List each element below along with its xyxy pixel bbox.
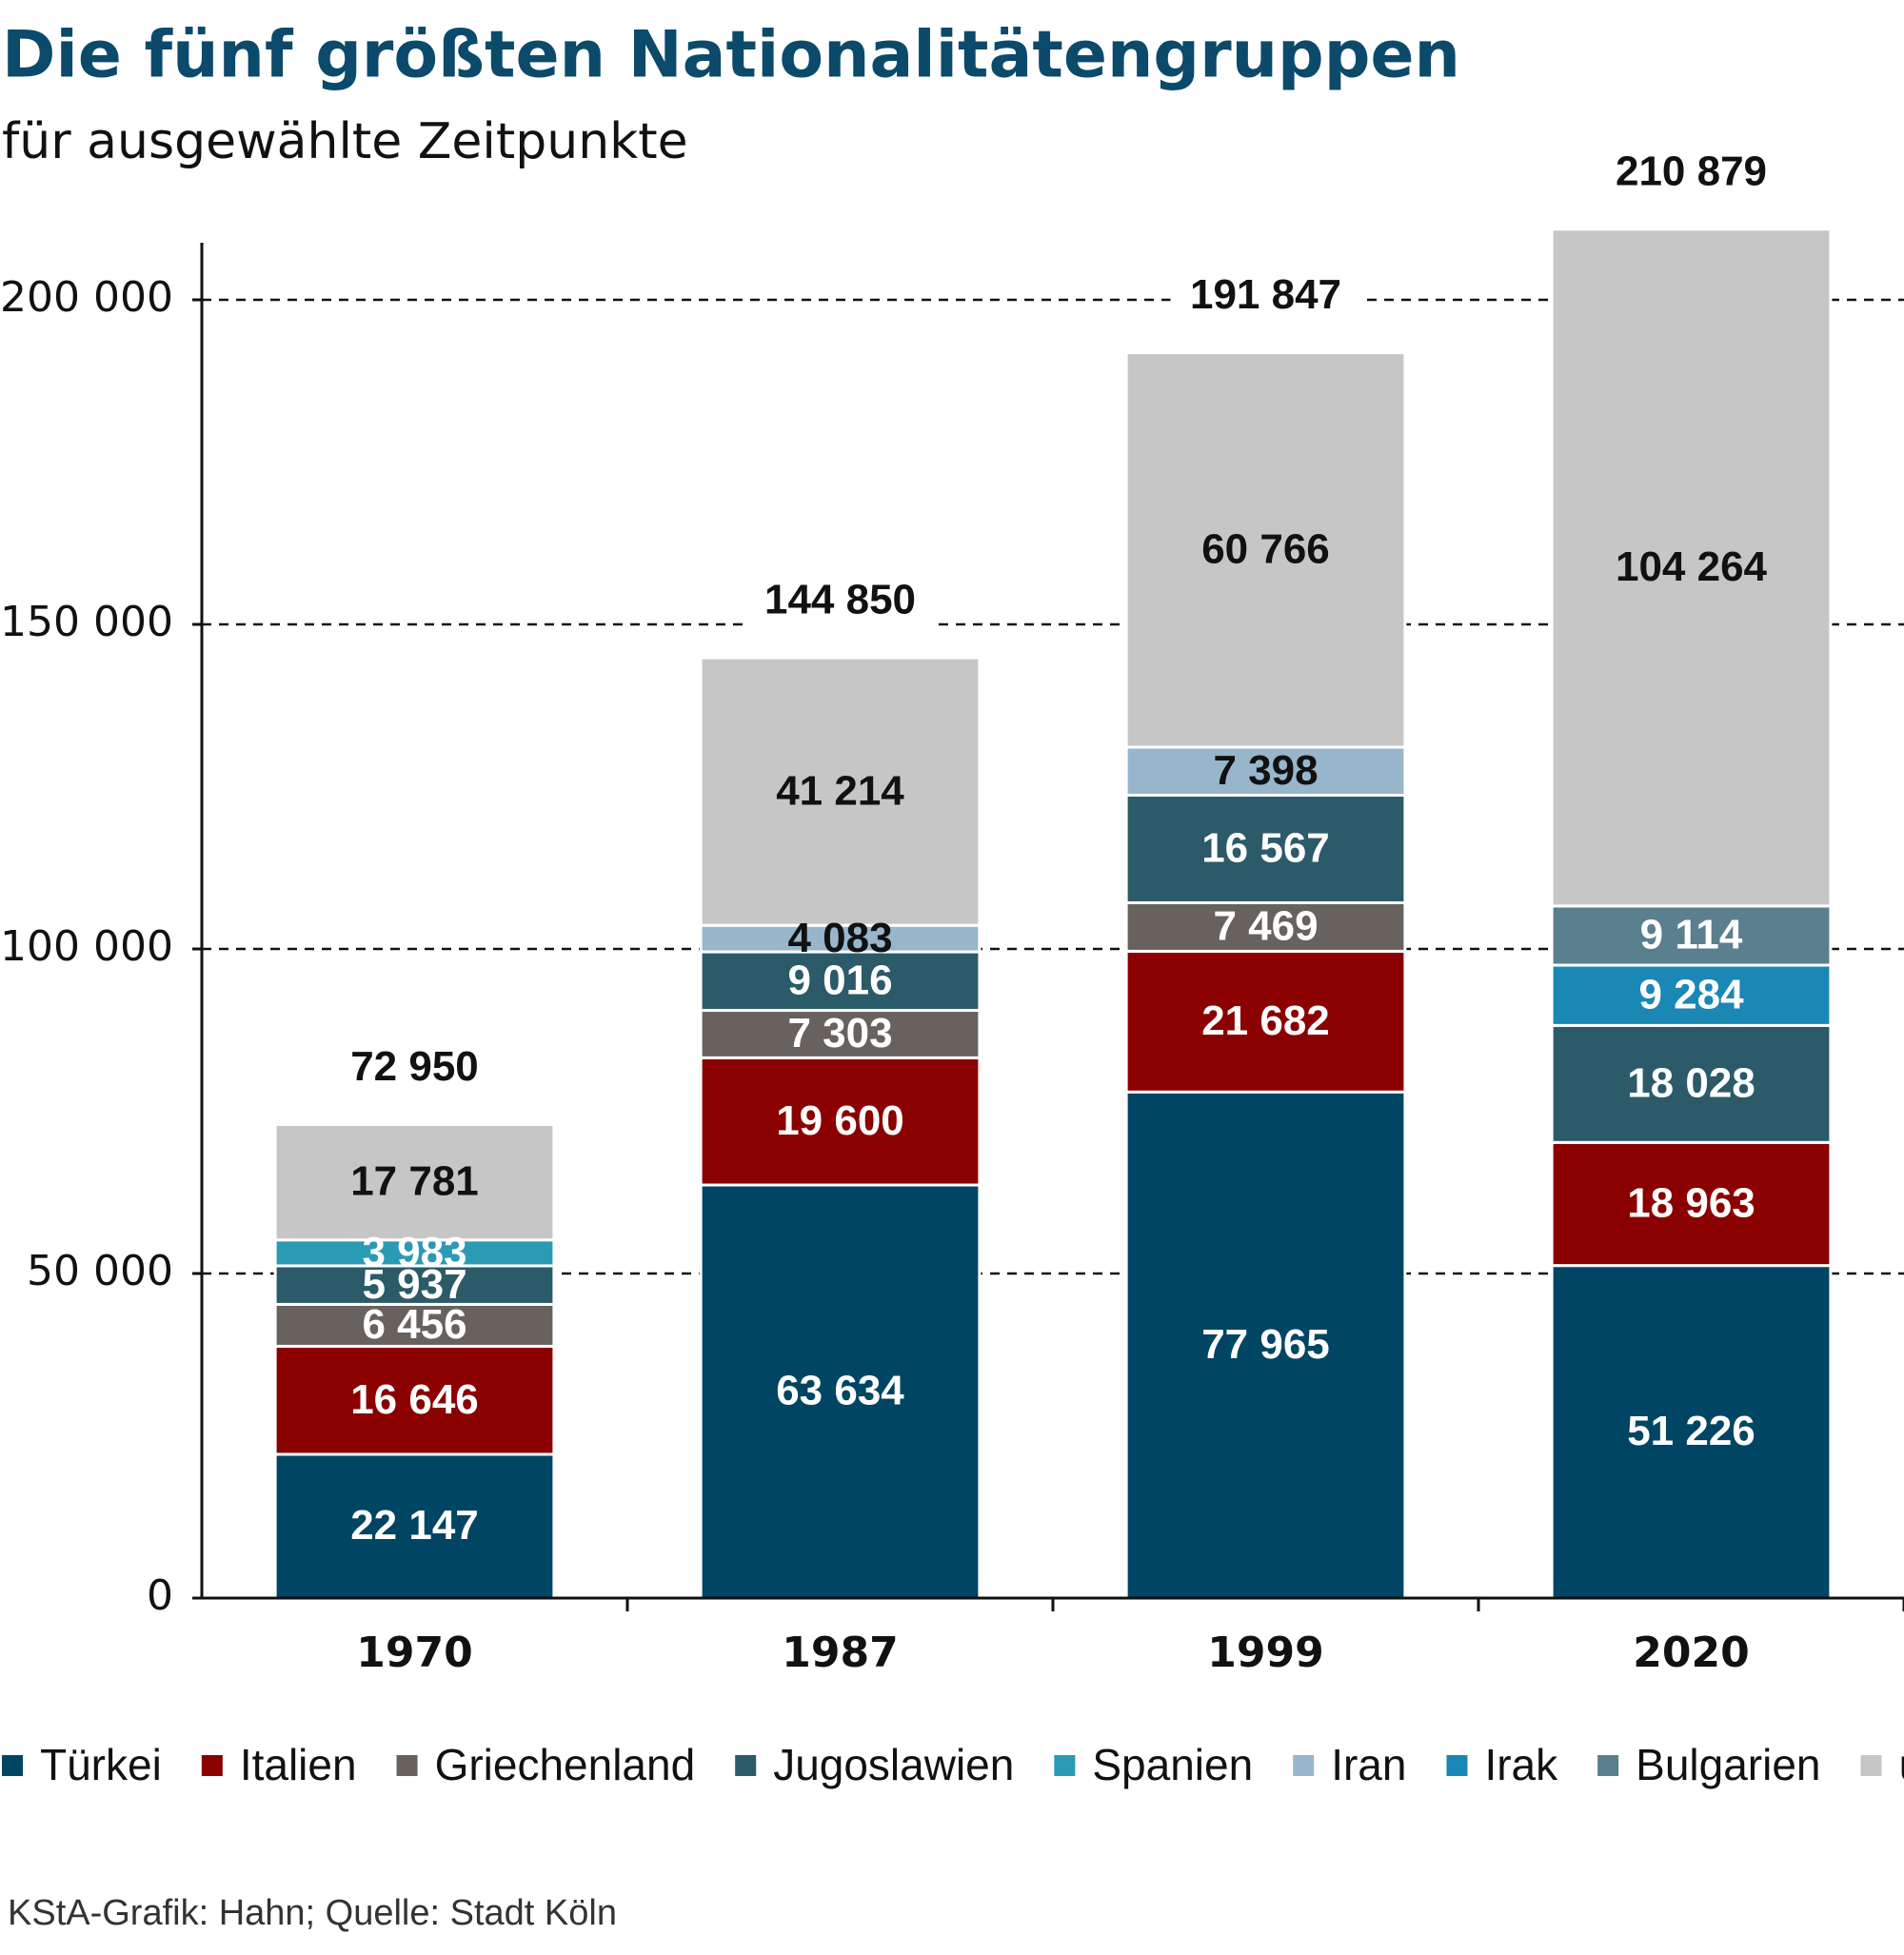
value-label: 7 398: [1213, 747, 1318, 794]
y-tick-label: 0: [147, 1571, 173, 1620]
y-tick-label: 200 000: [0, 273, 173, 322]
value-label: 16 646: [350, 1376, 479, 1423]
value-label: 6 456: [362, 1301, 466, 1348]
legend-swatch: [1597, 1755, 1619, 1776]
total-bg: [1596, 147, 1787, 201]
legend-label: Jugoslawien: [773, 1740, 1014, 1789]
legend-swatch: [735, 1755, 757, 1776]
bar-segment: [1124, 745, 1407, 797]
x-tick-label: 2020: [1633, 1629, 1749, 1677]
legend-label: übrige: [1899, 1740, 1904, 1789]
value-label: 22 147: [350, 1502, 479, 1549]
value-label: 3 983: [362, 1229, 466, 1275]
total-label: 210 879: [1616, 148, 1767, 194]
bar-segment: [1550, 1264, 1833, 1600]
legend-label: Griechenland: [435, 1740, 696, 1789]
chart-title: Die fünf größten Nationalitätengruppen: [2, 18, 1460, 93]
x-tick-label: 1999: [1207, 1629, 1323, 1677]
bar-segment: [699, 1009, 982, 1059]
value-label: 19 600: [776, 1097, 904, 1144]
y-tick-label: 50 000: [27, 1247, 173, 1295]
legend-swatch: [1860, 1755, 1882, 1776]
value-label: 18 028: [1627, 1059, 1755, 1106]
bar-segment: [1124, 900, 1407, 953]
value-label: 60 766: [1201, 525, 1330, 572]
x-tick-label: 1987: [782, 1629, 898, 1677]
bar-segment: [1124, 949, 1407, 1094]
total-bg: [319, 1042, 510, 1096]
value-label: 104 264: [1616, 543, 1768, 590]
total-label: 144 850: [764, 577, 916, 623]
x-tick-label: 1970: [356, 1629, 472, 1677]
legend-swatch: [1293, 1755, 1315, 1776]
value-label: 9 114: [1640, 912, 1743, 958]
bar-segment: [273, 1122, 556, 1242]
bar-segment: [699, 950, 982, 1013]
value-label: 77 965: [1201, 1321, 1330, 1368]
y-tick-label: 150 000: [0, 598, 173, 646]
legend-label: Bulgarien: [1636, 1740, 1820, 1789]
legend-swatch: [2, 1755, 23, 1776]
chart-subtitle: für ausgewählte Zeitpunkte: [2, 113, 688, 170]
legend-label: Irak: [1484, 1740, 1558, 1789]
legend-label: Spanien: [1092, 1740, 1253, 1789]
value-label: 4 083: [787, 915, 892, 961]
legend-label: Türkei: [40, 1740, 162, 1789]
legend-swatch: [1054, 1755, 1076, 1776]
bar-segment: [1550, 963, 1833, 1027]
value-label: 5 937: [362, 1261, 466, 1308]
bar-segment: [273, 1264, 556, 1306]
bar-segment: [699, 1183, 982, 1600]
bar-segment: [1550, 1140, 1833, 1268]
value-label: 63 634: [776, 1368, 904, 1414]
bar-segment: [273, 1302, 556, 1348]
value-label: 9 016: [787, 957, 892, 1003]
bar-segment: [699, 656, 982, 927]
legend-swatch: [1446, 1755, 1468, 1776]
value-label: 7 469: [1213, 903, 1318, 950]
total-label: 191 847: [1190, 271, 1341, 318]
value-label: 9 284: [1638, 971, 1744, 1017]
value-label: 51 226: [1627, 1408, 1755, 1454]
value-label: 7 303: [787, 1010, 892, 1056]
value-label: 18 963: [1627, 1180, 1755, 1227]
bar-segment: [1550, 227, 1833, 908]
total-bg: [1170, 270, 1361, 325]
total-label: 72 950: [350, 1043, 479, 1090]
bar-segment: [1124, 793, 1407, 904]
legend-swatch: [201, 1755, 223, 1776]
source: KStA-Grafik: Hahn; Quelle: Stadt Köln: [8, 1893, 617, 1933]
legend-swatch: [396, 1755, 418, 1776]
value-label: 41 214: [776, 767, 904, 814]
bar-segment: [699, 1056, 982, 1187]
bar-segment: [1550, 1023, 1833, 1144]
value-label: 21 682: [1201, 997, 1330, 1044]
bar-segment: [1124, 351, 1407, 749]
legend-label: Italien: [240, 1740, 357, 1789]
bar-segment: [1124, 1090, 1407, 1600]
legend-label: Iran: [1331, 1740, 1406, 1789]
total-bg: [744, 576, 936, 630]
value-label: 16 567: [1201, 825, 1330, 872]
y-tick-label: 100 000: [0, 922, 173, 971]
value-label: 17 781: [350, 1158, 479, 1205]
